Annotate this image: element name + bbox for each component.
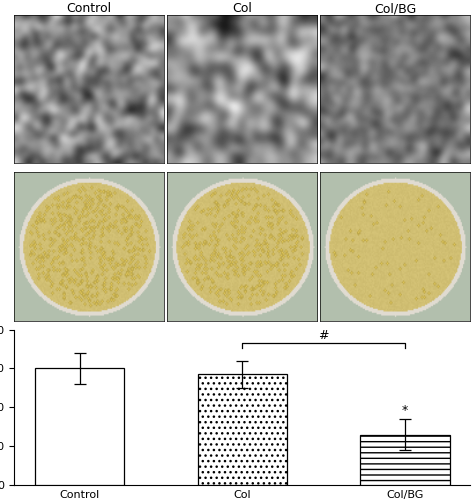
Text: *: * [402,404,408,417]
Text: #: # [318,328,329,342]
Title: Col: Col [232,2,252,15]
Title: Control: Control [66,2,112,15]
Bar [35,368,124,485]
Bar [360,434,449,485]
Bar [198,374,287,485]
Title: Col/BG: Col/BG [374,2,417,15]
